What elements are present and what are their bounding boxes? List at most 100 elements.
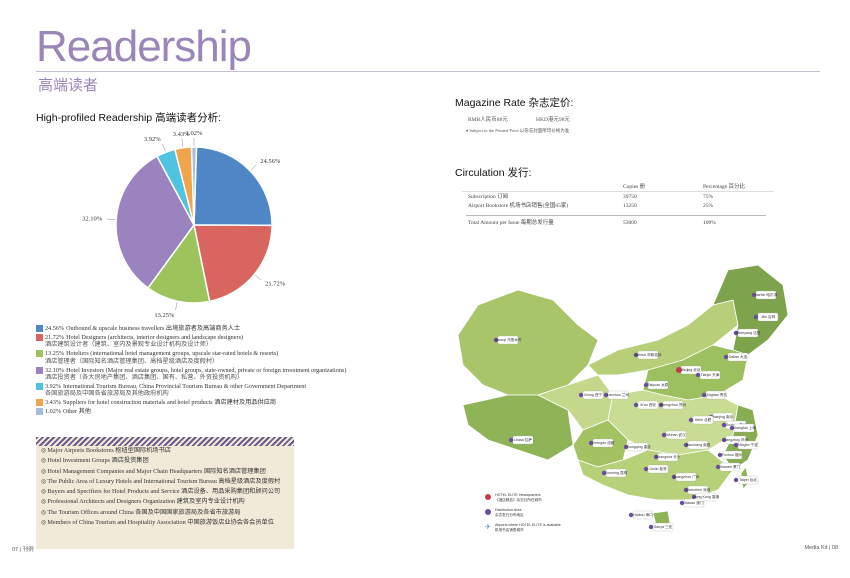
legend-text: 13.25% Hoteliers (international hotel man… (45, 350, 278, 365)
distribution-item: ◎The Public Area of Luxury Hotels and In… (36, 477, 294, 487)
city-label: Chongqing 重庆 (625, 444, 651, 449)
city-label: Shanghai 上海 (732, 425, 756, 430)
pie-leader-line (162, 143, 166, 152)
footer-right: Media Kit | 08 (804, 545, 838, 551)
pie-legend: 24.56% Outbound & upscale business travel… (36, 325, 356, 417)
legend-label: Hotel Designers (architects, interior de… (66, 333, 244, 341)
distribution-marker-icon (679, 500, 685, 506)
city-pin: Lanzhou 兰州 (603, 390, 629, 400)
distribution-marker-icon (733, 442, 739, 448)
city-pin: Hohhot 呼和浩特 (633, 350, 662, 360)
distribution-item: ◎Hotel Investment Groups 酒店投资集团 (36, 456, 294, 466)
distribution-marker-icon (753, 314, 759, 320)
city-label: Hong Kong 香港 (693, 494, 720, 499)
legend-item: 24.56% Outbound & upscale business travel… (36, 325, 356, 332)
distribution-marker-icon (661, 432, 667, 438)
legend-label: Outbound & upscale business travellers 出… (66, 325, 241, 332)
city-pin: Guangzhou 广州 (671, 472, 700, 482)
bullet-icon: ◎ (41, 457, 47, 465)
distribution-marker-icon (683, 442, 689, 448)
pie-data-label: 21.72% (265, 280, 286, 287)
legend-pct: 1.02% (45, 408, 61, 416)
table-divider (466, 215, 766, 216)
legend-pct: 24.56% (45, 325, 65, 332)
row-total-copies: 53000 (623, 220, 637, 226)
distribution-item: ◎Buyers and Specifiers for Hotel Product… (36, 487, 294, 497)
city-pin: Taiyuan 太原 (643, 380, 669, 390)
distribution-marker-icon (643, 382, 649, 388)
city-label: Nanchang 南昌 (686, 442, 711, 447)
city-label: Taipei 台北 (739, 477, 757, 482)
distribution-item: ◎Professional Architects and Designers O… (36, 497, 294, 507)
legend-item: 1.02% Other 其他 (36, 408, 356, 416)
distribution-text: Hotel Investment Groups 酒店投资集团 (47, 457, 149, 465)
city-pin: Hefei 合肥 (688, 415, 714, 425)
price-rmb: RMB人民币88元 (468, 117, 508, 123)
city-label: Guilin 桂林 (649, 466, 667, 471)
city-label: Hefei 合肥 (695, 417, 712, 422)
city-label: Harbin 哈尔滨 (755, 292, 778, 297)
pie-data-label: 3.92% (144, 136, 161, 143)
city-pin: Xiamen 厦门 (715, 462, 741, 472)
city-pin: Shenzhen 深圳 (683, 485, 711, 495)
legend-dist: Distribution Area (495, 508, 521, 512)
legend-text: 21.72% Hotel Designers (architects, inter… (45, 334, 243, 349)
legend-text: 3.43% Suppliers for hotel construction ma… (45, 399, 276, 406)
row-subscription-label: Subscription 订阅 (468, 194, 509, 200)
legend-pct: 3.92% (45, 382, 61, 390)
city-pin: Taipei 台北 (733, 475, 759, 485)
pie-leader-line (254, 274, 262, 281)
legend-air: Airports where HOTEL ELITE is available (495, 523, 561, 527)
price-note: ♦ Subject to the Printed Price 以杂志封面所印价格… (466, 128, 570, 133)
city-pin: Kunming 昆明 (601, 468, 628, 478)
distribution-text: Major Airports Bookstores 枢纽型国际机场书店 (47, 447, 171, 454)
city-pin: Guilin 桂林 (643, 464, 669, 474)
distribution-marker-icon (633, 352, 639, 358)
legend-swatch (36, 399, 43, 407)
city-pin: Haikou 海口 (628, 510, 654, 520)
city-label: Qingdao 青岛 (705, 392, 727, 397)
pie-slice (193, 224, 273, 303)
legend-pct: 32.10% (45, 366, 65, 374)
distribution-marker-icon (633, 402, 639, 408)
city-label: Sanya 三亚 (654, 525, 673, 529)
legend-swatch (36, 408, 43, 416)
city-pin: Urumqi 乌鲁木齐 (493, 335, 522, 345)
city-label: Urumqi 乌鲁木齐 (495, 337, 522, 342)
distribution-item: ◎Hotel Management Companies and Major Ch… (36, 467, 294, 477)
bullet-icon: ◎ (41, 488, 47, 496)
city-label: Lanzhou 兰州 (607, 392, 629, 397)
city-label: Jilin 吉林 (761, 314, 776, 319)
city-pin: Dalian 大连 (723, 352, 749, 362)
distribution-marker-icon (717, 452, 723, 458)
legend-hq-cn: 《酒店精品》杂志社所在城市 (495, 497, 542, 502)
legend-item: 13.25% Hoteliers (international hotel man… (36, 350, 356, 365)
row-subscription-copies: 39750 (623, 194, 637, 200)
distribution-marker-icon (485, 509, 491, 515)
bullet-icon: ◎ (41, 508, 47, 516)
city-label: Taiyuan 太原 (648, 382, 669, 387)
bullet-icon: ◎ (41, 519, 47, 527)
distribution-marker-icon (751, 292, 757, 298)
china-map: Beijing 北京 Harbin 哈尔滨 Jilin 吉林 Shenyang 沈阳 D… (457, 264, 789, 532)
circulation-table: Copies 册 Percentage 百分比 Subscription 订阅 … (466, 183, 768, 228)
row-airport-label: Airport Bookstore 机场书店销售(全国65家) (468, 203, 569, 209)
legend-label: Suppliers for hotel construction materia… (62, 399, 277, 407)
legend-item: 21.72% Hotel Designers (architects, inter… (36, 333, 356, 349)
city-pin: Shenyang 沈阳 (733, 328, 761, 338)
city-label: Ningbo 宁波 (738, 442, 758, 447)
distribution-marker-icon (601, 470, 607, 476)
page-title: Readership (36, 22, 252, 71)
legend-item: 32.10% Hotel Investors (Major real estate… (36, 366, 356, 382)
distribution-marker-icon (643, 466, 649, 472)
pie-slice (146, 223, 211, 304)
row-airport-copies: 13250 (623, 203, 637, 209)
legend-item: 3.43% Suppliers for hotel construction ma… (36, 399, 356, 407)
legend-pct: 3.43% (45, 399, 61, 407)
pie-data-label: 13.25% (154, 312, 175, 319)
distribution-marker-icon (683, 487, 689, 493)
legend-text: 24.56% Outbound & upscale business travel… (45, 325, 240, 332)
distribution-box: ◎Major Airports Bookstores 枢纽型国际机场书店 ◎Hot… (36, 437, 294, 549)
legend-air-cn: 机场书店销售城市 (495, 527, 524, 532)
legend-dist-cn: 杂志发行分布地区 (495, 512, 524, 517)
